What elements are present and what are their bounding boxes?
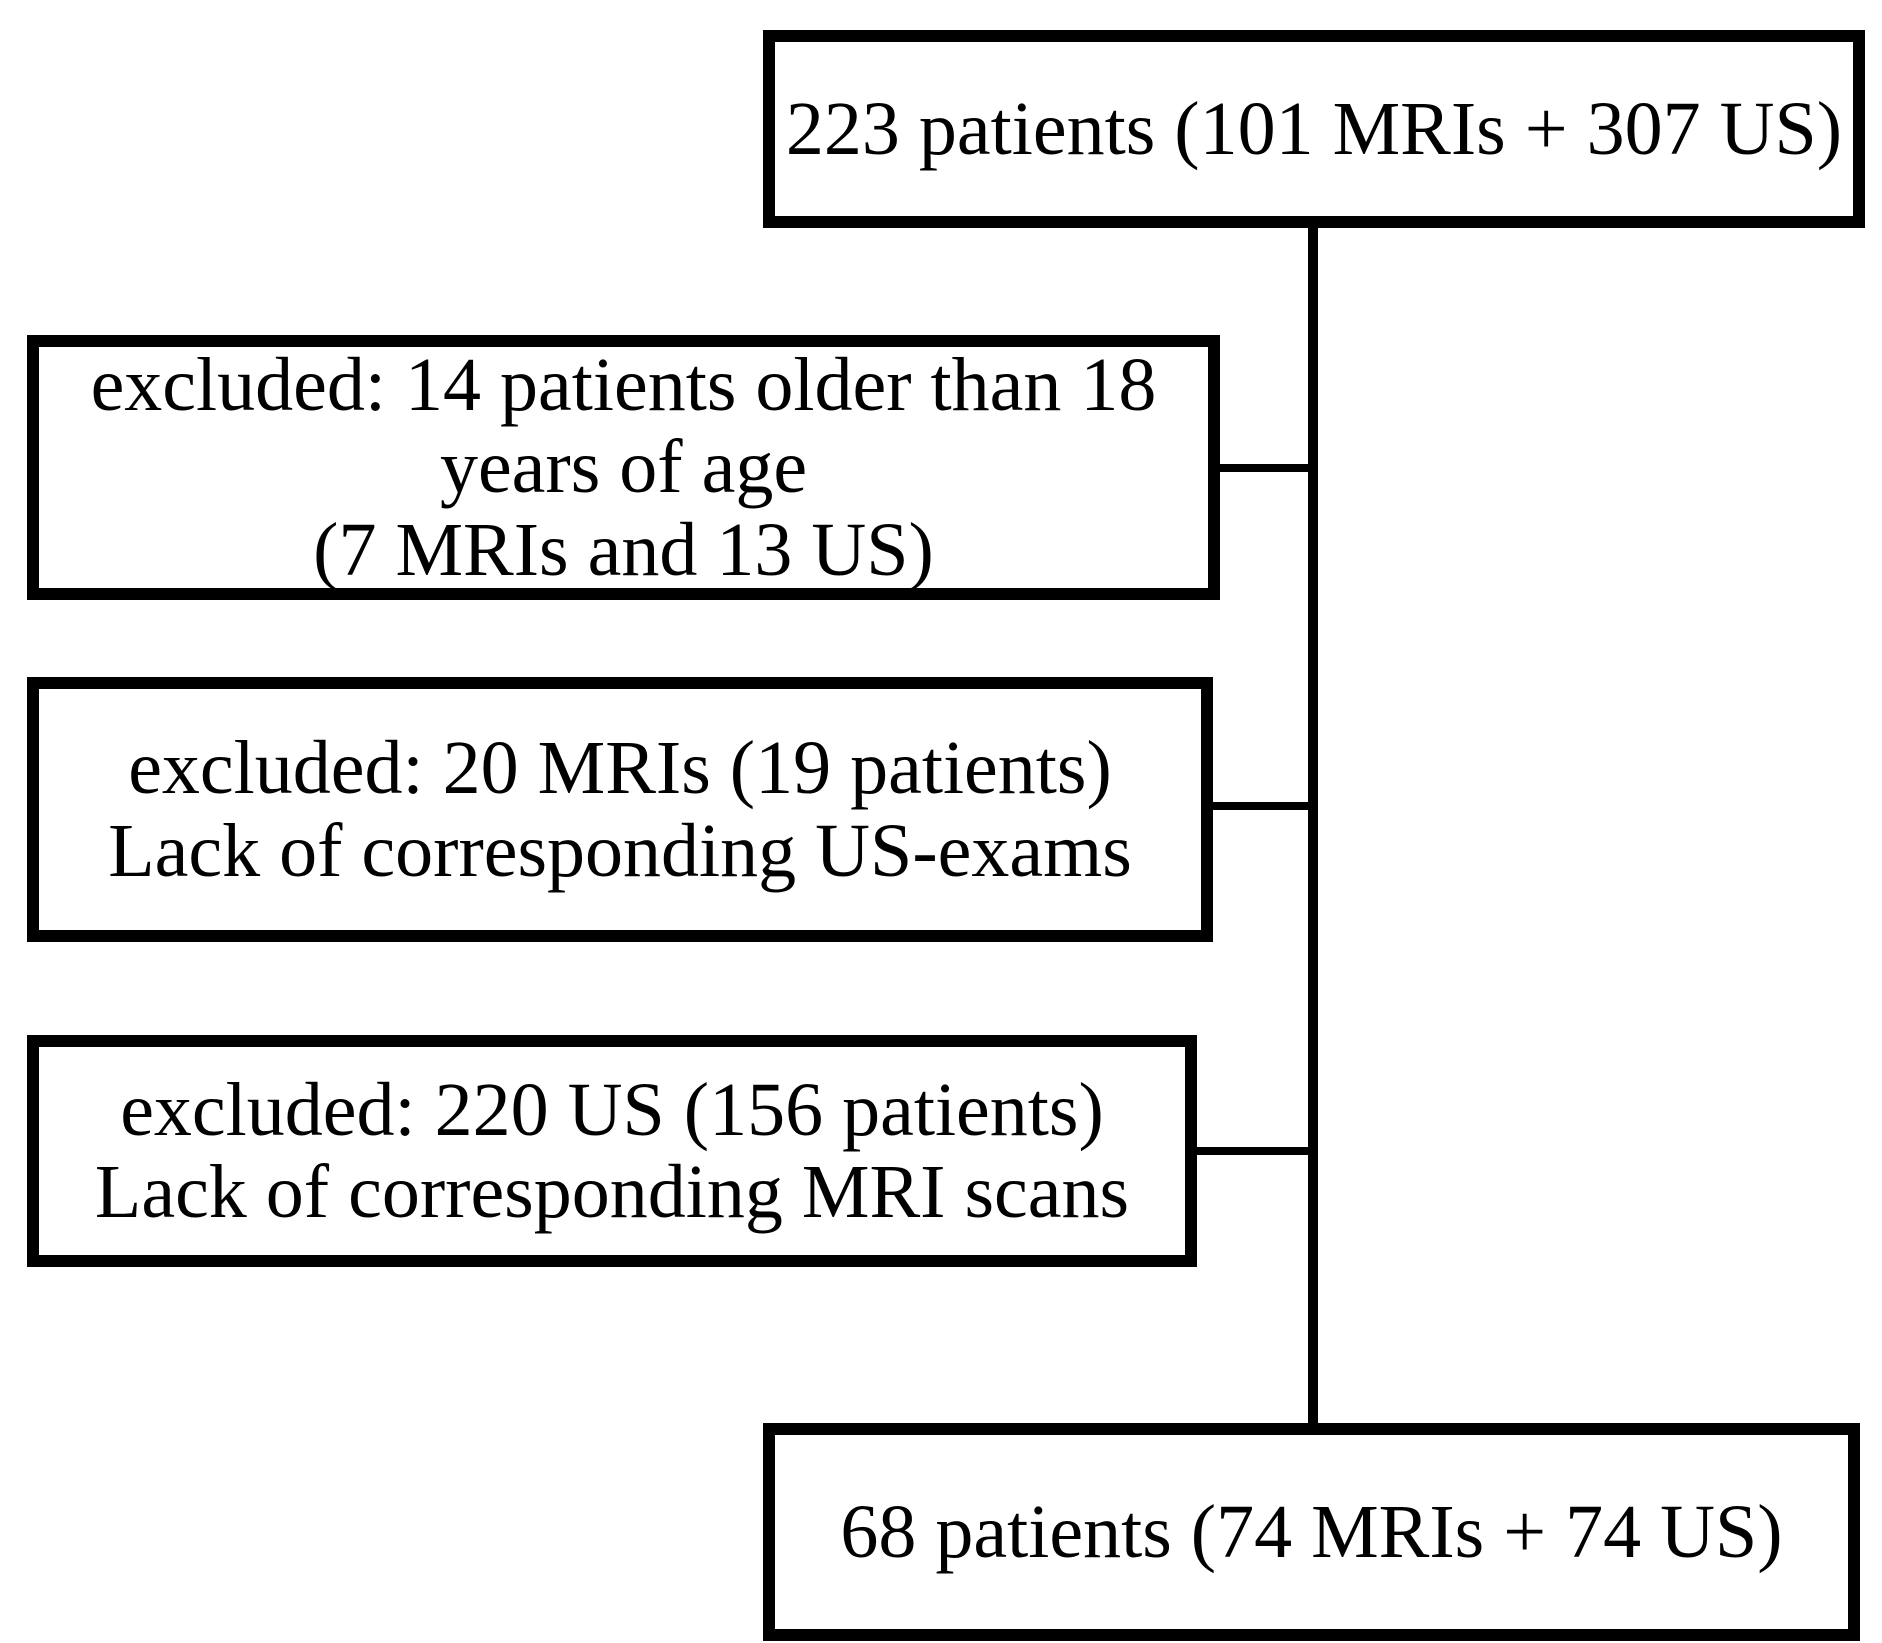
node-excluded-age-line-3: (7 MRIs and 13 US) (313, 507, 934, 592)
node-final-patients-label: 68 patients (74 MRIs + 74 US) (840, 1489, 1783, 1574)
node-total-patients: 223 patients (101 MRIs + 307 US) (763, 30, 1865, 228)
node-excluded-us-line-1: excluded: 220 US (156 patients) (120, 1067, 1104, 1152)
node-excluded-us-line-2: Lack of corresponding MRI scans (94, 1150, 1130, 1234)
connector-excluded-us (1187, 1147, 1314, 1155)
node-excluded-mris-line-2: Lack of corresponding US-exams (108, 808, 1132, 893)
node-excluded-age: excluded: 14 patients older than 18 year… (27, 335, 1220, 600)
node-total-patients-label: 223 patients (101 MRIs + 307 US) (785, 86, 1843, 171)
node-final-patients: 68 patients (74 MRIs + 74 US) (763, 1423, 1860, 1641)
main-flow-line (1308, 222, 1318, 1428)
node-excluded-mris-line-1: excluded: 20 MRIs (19 patients) (128, 726, 1112, 811)
node-excluded-us: excluded: 220 US (156 patients) Lack of … (27, 1035, 1197, 1267)
connector-excluded-age (1210, 464, 1314, 472)
node-excluded-age-line-2: years of age (439, 425, 808, 510)
connector-excluded-mris (1203, 802, 1314, 810)
node-excluded-age-line-1: excluded: 14 patients older than 18 (90, 343, 1157, 428)
node-excluded-mris: excluded: 20 MRIs (19 patients) Lack of … (27, 677, 1213, 942)
